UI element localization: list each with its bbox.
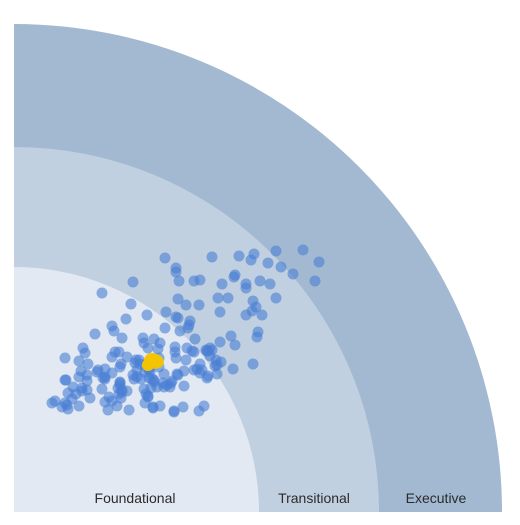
data-point (201, 372, 213, 384)
data-point (270, 292, 282, 304)
data-point (275, 261, 287, 273)
data-point (193, 299, 205, 311)
data-point (172, 312, 184, 324)
data-point (256, 309, 268, 321)
data-point (84, 392, 96, 404)
data-point (233, 250, 245, 262)
data-point (206, 251, 218, 263)
data-point (229, 339, 241, 351)
data-point (158, 368, 170, 380)
data-point (106, 351, 118, 363)
data-point (189, 333, 201, 345)
data-point (173, 275, 185, 287)
data-point (135, 373, 147, 385)
data-point (159, 252, 171, 264)
data-point (125, 298, 137, 310)
data-point (270, 245, 282, 257)
data-point (59, 352, 71, 364)
data-point (46, 397, 58, 409)
zone-label-transitional: Transitional (278, 490, 350, 506)
data-point (228, 271, 240, 283)
data-point (141, 309, 153, 321)
data-point (142, 342, 154, 354)
data-point (178, 380, 190, 392)
data-point (225, 330, 237, 342)
data-point (170, 266, 182, 278)
data-point (164, 381, 176, 393)
data-point (264, 278, 276, 290)
data-point (59, 374, 71, 386)
data-point (73, 355, 85, 367)
data-point (62, 403, 74, 415)
data-point (99, 373, 111, 385)
data-point (108, 325, 120, 337)
data-point (216, 278, 228, 290)
data-point (262, 257, 274, 269)
data-point (254, 275, 266, 287)
data-point (309, 275, 321, 287)
data-point (73, 400, 85, 412)
data-point (102, 404, 114, 416)
data-point (297, 244, 309, 256)
data-point (193, 405, 205, 417)
data-point (120, 313, 132, 325)
data-point (159, 322, 171, 334)
zone-label-foundational: Foundational (95, 490, 176, 506)
data-point (287, 268, 299, 280)
data-point (79, 347, 91, 359)
data-point (127, 276, 139, 288)
data-point (82, 358, 94, 370)
data-point (116, 332, 128, 344)
highlight-point (144, 354, 156, 366)
data-point (188, 346, 200, 358)
data-point (168, 406, 180, 418)
data-point (247, 358, 259, 370)
data-point (114, 361, 126, 373)
data-point (251, 331, 263, 343)
data-point (240, 282, 252, 294)
data-point (96, 287, 108, 299)
data-point (177, 401, 189, 413)
data-point (147, 402, 159, 414)
zone-rings (14, 24, 502, 512)
data-point (111, 400, 123, 412)
data-point (174, 325, 186, 337)
data-point (180, 354, 192, 366)
data-point (123, 404, 135, 416)
data-point (211, 368, 223, 380)
data-point (212, 292, 224, 304)
data-point (180, 299, 192, 311)
data-point (222, 292, 234, 304)
data-point (188, 275, 200, 287)
data-point (96, 383, 108, 395)
data-point (214, 306, 226, 318)
data-point (245, 254, 257, 266)
zone-label-executive: Executive (406, 490, 467, 506)
zone-labels: Foundational Transitional Executive (95, 490, 467, 506)
data-point (89, 328, 101, 340)
data-point (172, 293, 184, 305)
data-point (170, 352, 182, 364)
data-point (160, 306, 172, 318)
data-point (152, 343, 164, 355)
data-point (240, 309, 252, 321)
zone-foundational (14, 267, 259, 512)
data-point (313, 256, 325, 268)
data-point (227, 363, 239, 375)
scatter-points (46, 244, 325, 418)
data-point (214, 336, 226, 348)
